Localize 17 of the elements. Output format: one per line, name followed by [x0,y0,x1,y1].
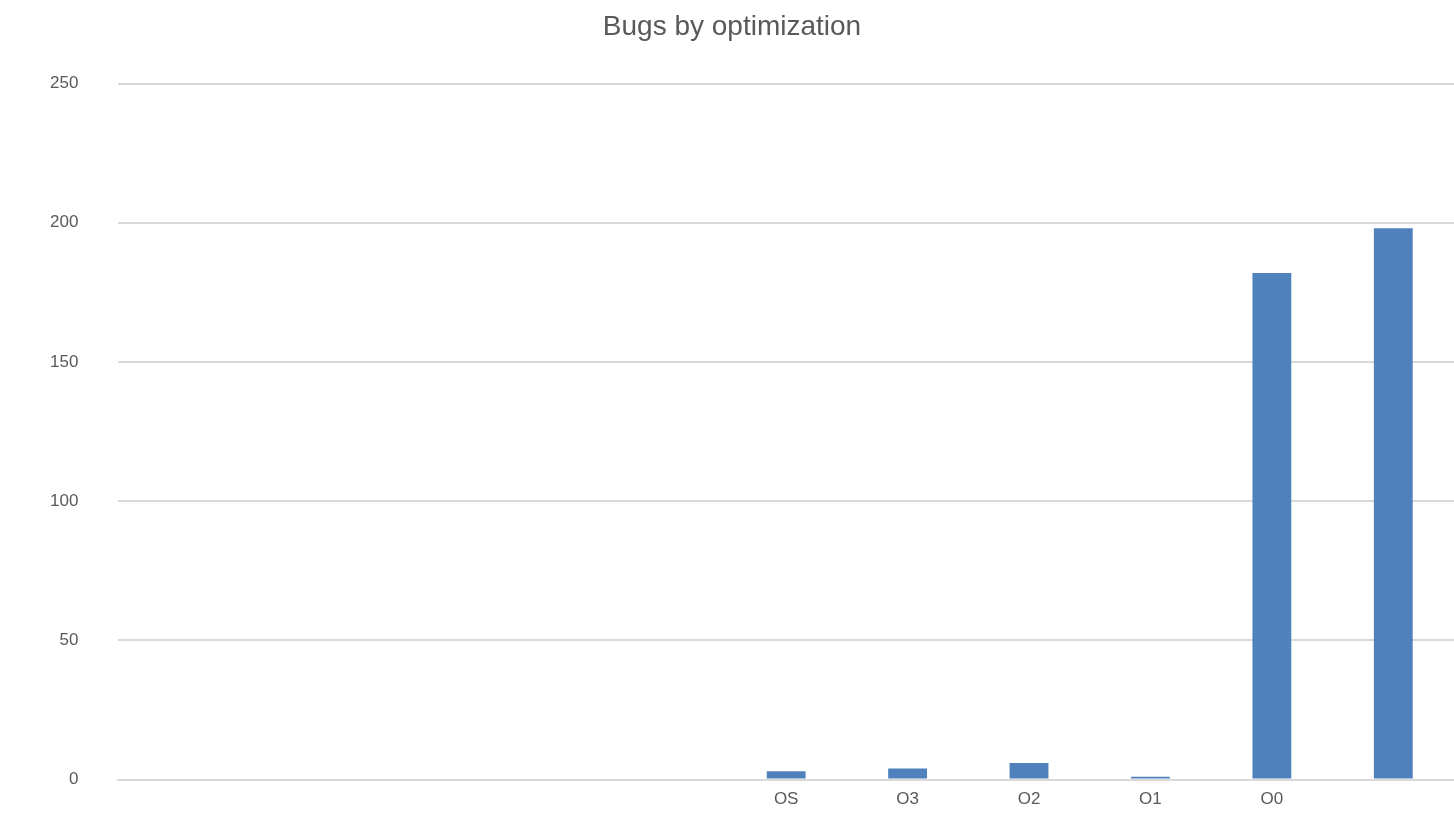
y-tick-label: 100 [49,490,79,510]
y-tick-label: 150 [49,351,79,371]
bar [888,768,928,779]
x-tick-label: O2 [1017,789,1041,809]
bar [1252,272,1292,779]
bar [1373,228,1413,779]
y-tick-label: 0 [68,769,79,789]
y-tick-label: 250 [49,73,79,93]
chart-title: Bugs by optimization [602,9,862,41]
x-tick-label: O1 [1139,789,1162,809]
x-tick-label: OS [773,789,799,809]
bar [766,771,806,779]
bar [1009,762,1049,779]
y-tick-label: 200 [49,212,79,232]
x-tick-label: O3 [896,789,919,809]
x-tick-label: O0 [1260,789,1284,809]
y-tick-label: 50 [59,630,79,650]
